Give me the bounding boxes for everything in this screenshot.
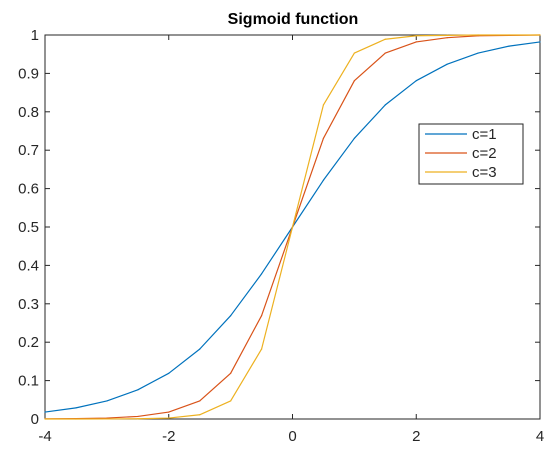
axis-ticks: -4 -2 0 2 4 0 0.1 0.2 0.3 0.4 0.5 0.6 0.7 0.8 0.9 1 [18,27,544,445]
data-point [508,34,510,36]
data-point [230,400,232,402]
x-tick-label: 4 [536,428,544,445]
x-tick-label: -4 [38,428,51,445]
y-tick-label: 0.1 [18,373,39,390]
data-point [199,414,201,416]
data-point [230,315,232,317]
data-point [260,348,263,350]
data-point [199,348,201,350]
data-point [137,415,139,418]
data-point [168,411,170,413]
data-point [106,417,108,419]
data-point [446,37,448,39]
legend-label: c=2 [472,145,497,162]
y-tick-label: 0.4 [18,257,39,274]
legend-box [418,123,524,185]
data-point [477,52,479,54]
data-point [230,372,232,374]
data-point [260,315,263,317]
data-point [44,418,46,420]
data-point [353,137,355,139]
data-point [384,104,386,106]
data-point [415,80,417,82]
data-point [106,400,108,402]
data-point [539,34,541,36]
legend: c=1 c=2 c=3 [418,123,524,185]
legend-label: c=3 [472,164,497,181]
data-point [353,52,355,54]
series-lines [44,34,541,420]
data-point [137,418,139,420]
x-tick-label: 2 [412,428,420,445]
legend-label: c=1 [472,126,497,143]
data-point [137,389,139,391]
x-tick-label: 0 [288,428,296,445]
y-tick-label: 0.5 [18,219,39,236]
data-point [446,34,448,36]
data-point [106,418,108,420]
y-tick-label: 0.6 [18,181,39,198]
y-tick-label: 0.7 [18,142,39,159]
data-point [322,104,325,106]
data-point [415,35,417,37]
y-tick-label: 0.8 [18,104,39,121]
y-tick-label: 0.3 [18,296,39,313]
data-point [322,137,325,139]
data-point [508,45,510,47]
data-point [75,418,77,420]
y-tick-label: 0 [31,411,39,428]
data-point [168,372,170,374]
chart-title: Sigmoid function [228,11,359,28]
data-point [260,273,263,275]
data-point [353,80,355,82]
y-tick-label: 0.9 [18,65,39,82]
y-tick-label: 0.2 [18,334,39,351]
data-point [168,417,170,419]
data-point [384,38,386,40]
y-tick-label: 1 [31,27,39,44]
data-point [477,34,479,36]
data-point [446,63,448,65]
data-point [322,179,325,181]
x-tick-label: -2 [162,428,175,445]
data-point [384,52,386,54]
data-point [539,41,541,43]
data-point [291,226,294,228]
data-point [75,407,77,409]
data-point [415,41,417,43]
data-point [199,400,201,402]
data-point [44,411,46,413]
